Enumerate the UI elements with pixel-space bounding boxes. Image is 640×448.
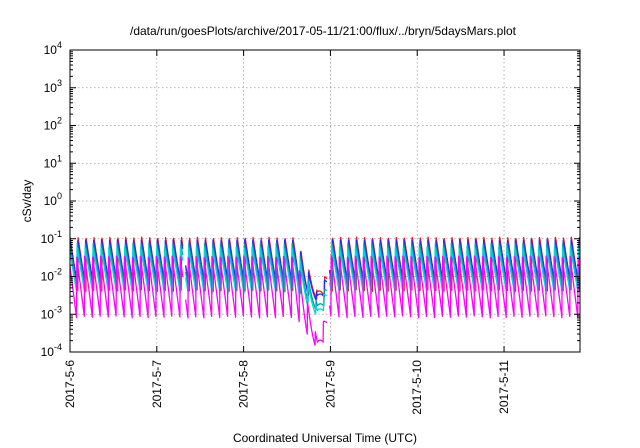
x-tick-label: 2017-5-7 xyxy=(150,360,164,408)
series-line xyxy=(69,255,581,346)
tick-layer xyxy=(69,49,580,353)
y-tick-label: 101 xyxy=(44,153,62,170)
y-tick-label: 100 xyxy=(44,191,62,208)
y-tick-label: 102 xyxy=(44,116,62,133)
y-tick-labels: 10-4 10-3 10-2 10-1 100 101 102 103 104 xyxy=(41,40,62,359)
x-tick-label: 2017-5-8 xyxy=(237,360,251,408)
x-tick-label: 2017-5-10 xyxy=(410,360,424,415)
x-tick-labels: 2017-5-6 2017-5-7 2017-5-8 2017-5-9 2017-5-1… xyxy=(63,360,511,415)
x-tick-label: 2017-5-11 xyxy=(497,360,511,414)
y-axis-label: cSv/day xyxy=(20,180,34,223)
series-layer xyxy=(69,236,581,346)
y-tick-label: 10-1 xyxy=(41,229,62,246)
y-tick-label: 10-2 xyxy=(41,267,62,284)
x-axis-label: Coordinated Universal Time (UTC) xyxy=(233,431,417,445)
y-tick-label: 10-4 xyxy=(41,342,62,359)
y-tick-label: 103 xyxy=(44,78,62,95)
x-tick-label: 2017-5-6 xyxy=(63,360,77,408)
y-tick-label: 10-3 xyxy=(41,304,62,321)
x-tick-label: 2017-5-9 xyxy=(323,360,337,408)
y-tick-label: 104 xyxy=(44,40,62,57)
chart-title: /data/run/goesPlots/archive/2017-05-11/2… xyxy=(130,24,517,38)
